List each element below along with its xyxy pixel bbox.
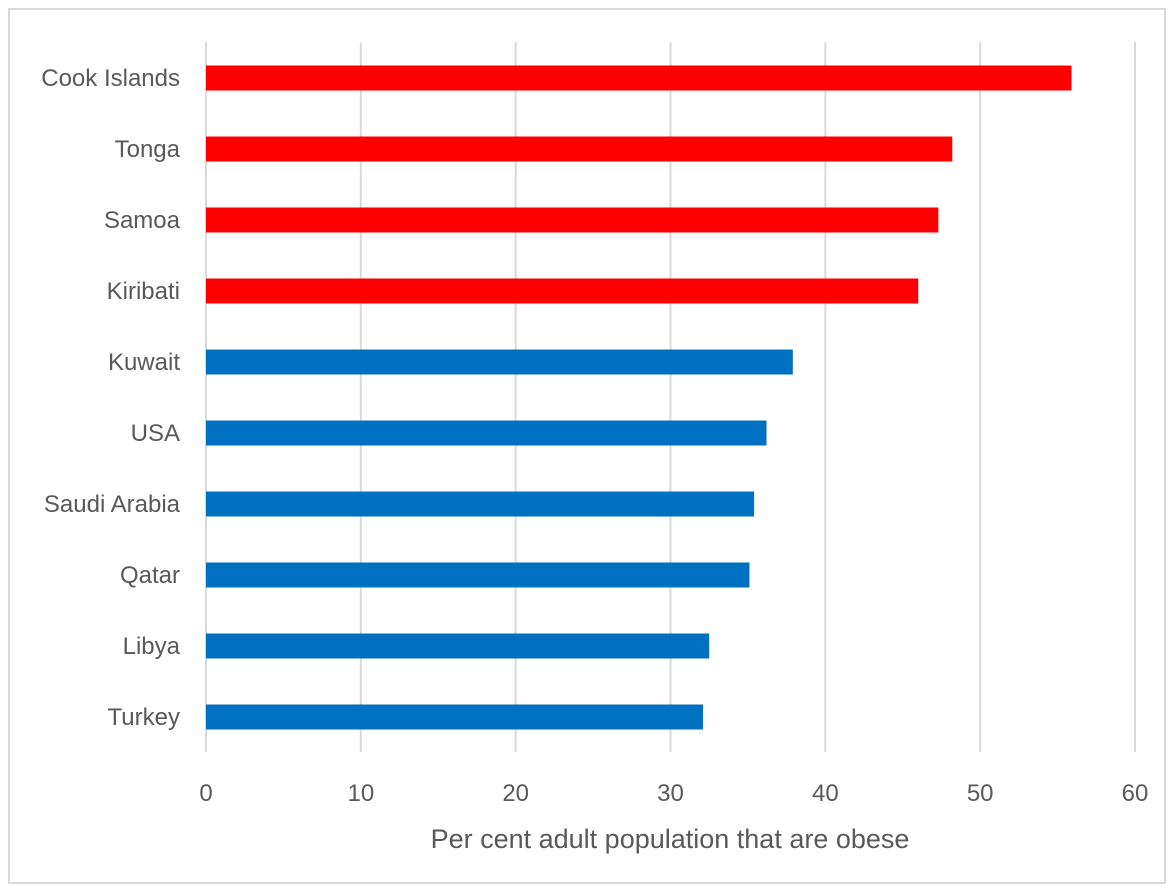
bars <box>206 65 1072 730</box>
bar-kiribati <box>206 278 919 304</box>
category-label: USA <box>131 420 180 447</box>
category-label: Saudi Arabia <box>44 491 181 518</box>
x-tick-label: 30 <box>657 780 684 807</box>
x-tick-label: 0 <box>199 780 212 807</box>
bar-libya <box>206 633 710 659</box>
bar-samoa <box>206 207 939 233</box>
x-tick-label: 40 <box>812 780 839 807</box>
category-labels: Cook Islands Tonga Samoa Kiribati Kuwait USA S… <box>41 65 180 731</box>
category-label: Kuwait <box>108 349 180 376</box>
bar-usa <box>206 420 767 446</box>
category-label: Libya <box>123 633 181 660</box>
x-tick-labels: 0 10 20 30 40 50 60 <box>199 780 1148 807</box>
x-tick-label: 20 <box>502 780 529 807</box>
bar-kuwait <box>206 349 793 375</box>
x-tick-label: 50 <box>967 780 994 807</box>
category-label: Kiribati <box>107 278 180 305</box>
bar-cook-islands <box>206 65 1072 91</box>
category-label: Turkey <box>108 704 180 731</box>
category-label: Cook Islands <box>41 65 180 92</box>
bar-turkey <box>206 704 704 730</box>
category-label: Qatar <box>120 562 180 589</box>
x-tick-label: 10 <box>347 780 374 807</box>
bar-saudi-arabia <box>206 491 755 517</box>
bar-tonga <box>206 136 953 162</box>
category-label: Tonga <box>115 136 181 163</box>
category-label: Samoa <box>104 207 181 234</box>
x-axis-title: Per cent adult population that are obese <box>431 824 910 854</box>
bar-qatar <box>206 562 750 588</box>
x-tick-label: 60 <box>1122 780 1149 807</box>
